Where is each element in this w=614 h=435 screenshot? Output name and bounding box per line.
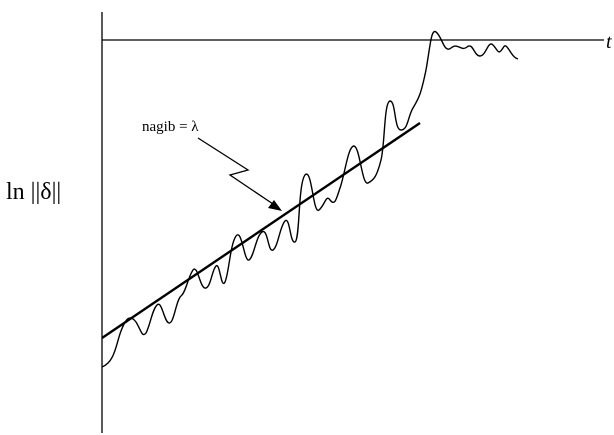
axis-end-label: t [606, 31, 612, 53]
slope-annotation: nagib = λ [142, 119, 199, 135]
arrowhead [268, 200, 282, 211]
separation-curve [101, 30, 519, 368]
slope-line [101, 122, 421, 339]
y-axis-label: ln ||δ|| [6, 179, 61, 205]
annotation-pointer [197, 137, 277, 207]
